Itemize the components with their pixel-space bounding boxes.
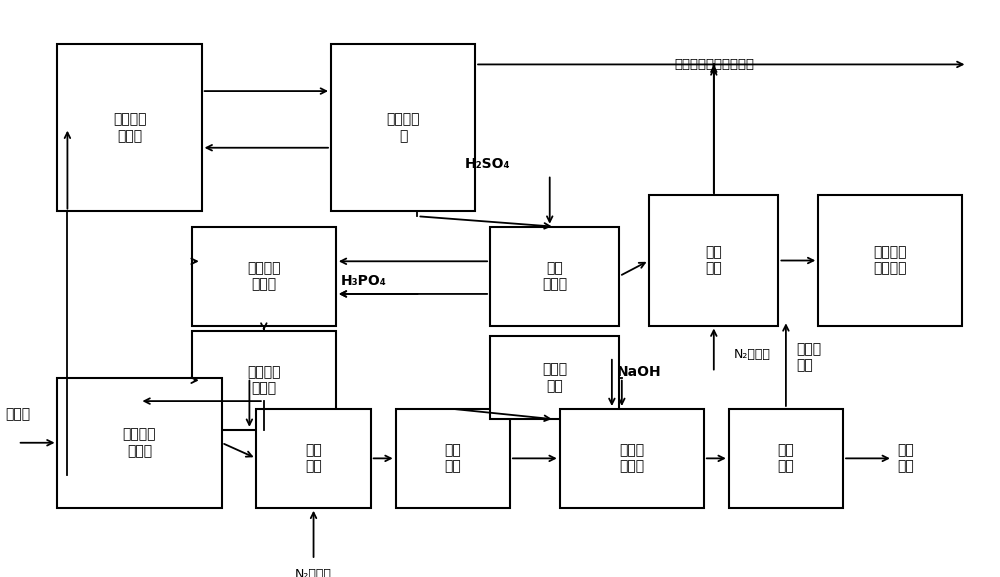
FancyBboxPatch shape <box>331 44 475 211</box>
Text: NaOH: NaOH <box>617 365 661 380</box>
FancyBboxPatch shape <box>192 227 336 325</box>
FancyBboxPatch shape <box>256 409 371 508</box>
FancyBboxPatch shape <box>490 227 619 325</box>
Text: 富液
解析: 富液 解析 <box>444 443 461 474</box>
Text: 氨水
精馏: 氨水 精馏 <box>778 443 794 474</box>
Text: 硫铵液去
副产硫铵: 硫铵液去 副产硫铵 <box>874 245 907 276</box>
Text: 磷铵除氨
塔上段: 磷铵除氨 塔上段 <box>113 113 146 143</box>
FancyBboxPatch shape <box>649 196 778 325</box>
FancyBboxPatch shape <box>396 409 510 508</box>
Text: 合成气: 合成气 <box>6 407 31 421</box>
Text: H₂SO₄: H₂SO₄ <box>465 157 511 171</box>
FancyBboxPatch shape <box>57 378 222 508</box>
Text: 硫铵
循环罐: 硫铵 循环罐 <box>542 261 567 291</box>
Text: H₃PO₄: H₃PO₄ <box>341 274 387 288</box>
Text: 上段磷铵
循环罐: 上段磷铵 循环罐 <box>247 261 281 291</box>
Text: 富液
脱氧: 富液 脱氧 <box>305 443 322 474</box>
Text: 废液
处理: 废液 处理 <box>898 443 915 474</box>
FancyBboxPatch shape <box>192 331 336 430</box>
FancyBboxPatch shape <box>560 409 704 508</box>
Text: 硫铵
脱氧: 硫铵 脱氧 <box>705 245 722 276</box>
Text: 硫酸除氨
塔: 硫酸除氨 塔 <box>386 113 420 143</box>
Text: N₂或空气: N₂或空气 <box>734 348 771 361</box>
FancyBboxPatch shape <box>490 336 619 419</box>
Text: N₂或空气: N₂或空气 <box>295 568 332 577</box>
FancyBboxPatch shape <box>818 196 962 325</box>
FancyBboxPatch shape <box>729 409 843 508</box>
Text: 脱氨合成气去后续工段: 脱氨合成气去后续工段 <box>674 58 754 71</box>
FancyBboxPatch shape <box>57 44 202 211</box>
Text: 残氨中
和处理: 残氨中 和处理 <box>619 443 644 474</box>
Text: 磷铵除氨
塔下段: 磷铵除氨 塔下段 <box>123 428 156 458</box>
Text: 氨回收
利用: 氨回收 利用 <box>796 342 821 372</box>
Text: 下段磷铵
循环罐: 下段磷铵 循环罐 <box>247 365 281 395</box>
Text: 解析气
冷凝: 解析气 冷凝 <box>542 362 567 393</box>
